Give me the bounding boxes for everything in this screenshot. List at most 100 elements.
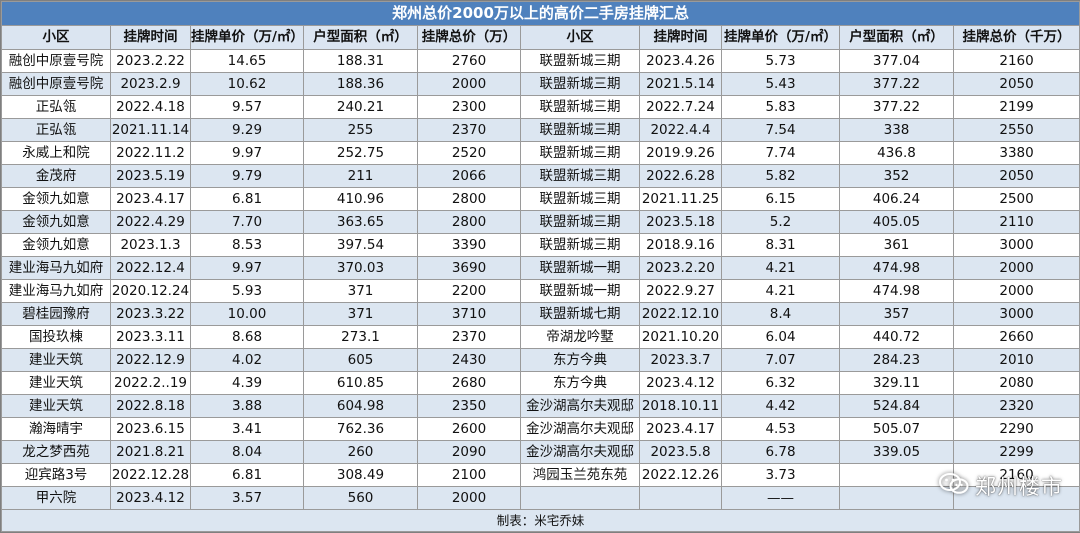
right-total-price-cell — [952, 486, 1080, 510]
header-right-total-price: 挂牌总价（千万） — [952, 25, 1080, 50]
header-left-listing-date: 挂牌时间 — [110, 25, 191, 50]
right-area-cell: 406.24 — [839, 187, 954, 211]
right-community-cell: 金沙湖高尔夫观邸 — [520, 440, 640, 464]
left-total-price-cell: 2800 — [417, 187, 521, 211]
right-total-price-cell: 3000 — [952, 302, 1080, 326]
left-community-cell: 国投玖棟 — [1, 325, 111, 349]
table-row: 迎宾路3号 2022.12.28 6.81 308.49 2100 鸿园玉兰苑东苑 2022… — [1, 463, 1080, 487]
title-row: 郑州总价2000万以上的高价二手房挂牌汇总 — [0, 1, 1080, 26]
table-row: 建业天筑 2022.12.9 4.02 605 2430 东方今典 2023.3.7 7.07… — [1, 348, 1080, 372]
right-unit-price-cell: 5.43 — [721, 72, 840, 96]
left-unit-price-cell: 7.70 — [190, 210, 304, 234]
left-listing-date-cell: 2023.6.15 — [110, 417, 191, 441]
table-row: 建业天筑 2022.8.18 3.88 604.98 2350 金沙湖高尔夫观邸 2018.… — [1, 394, 1080, 418]
right-community-cell: 联盟新城一期 — [520, 256, 640, 280]
left-listing-date-cell: 2023.2.22 — [110, 49, 191, 73]
right-community-cell: 联盟新城三期 — [520, 95, 640, 119]
left-community-cell: 金茂府 — [1, 164, 111, 188]
left-area-cell: 371 — [303, 302, 418, 326]
left-unit-price-cell: 6.81 — [190, 187, 304, 211]
table-row: 融创中原壹号院 2023.2.22 14.65 188.31 2760 联盟新城三期 202… — [1, 49, 1080, 73]
left-area-cell: 188.36 — [303, 72, 418, 96]
left-area-cell: 211 — [303, 164, 418, 188]
right-unit-price-cell: 5.2 — [721, 210, 840, 234]
right-listing-date-cell: 2019.9.26 — [639, 141, 722, 165]
table-row: 融创中原壹号院 2023.2.9 10.62 188.36 2000 联盟新城三期 2021… — [1, 72, 1080, 96]
right-unit-price-cell: 7.07 — [721, 348, 840, 372]
left-community-cell: 龙之梦西苑 — [1, 440, 111, 464]
right-community-cell: 鸿园玉兰苑东苑 — [520, 463, 640, 487]
right-community-cell: 联盟新城三期 — [520, 49, 640, 73]
right-total-price-cell: 2160 — [952, 49, 1080, 73]
left-unit-price-cell: 10.00 — [190, 302, 304, 326]
right-community-cell: 联盟新城一期 — [520, 279, 640, 303]
right-community-cell: 联盟新城三期 — [520, 141, 640, 165]
left-listing-date-cell: 2020.12.24 — [110, 279, 191, 303]
header-right-community: 小区 — [520, 25, 640, 50]
left-unit-price-cell: 3.57 — [190, 486, 304, 510]
left-listing-date-cell: 2023.3.22 — [110, 302, 191, 326]
table-row: 金领九如意 2023.1.3 8.53 397.54 3390 联盟新城三期 2018.9.… — [1, 233, 1080, 257]
table-row: 正弘瓴 2021.11.14 9.29 255 2370 联盟新城三期 2022.4.4 7.… — [1, 118, 1080, 142]
header-left-total-price: 挂牌总价（万） — [417, 25, 521, 50]
left-total-price-cell: 2520 — [417, 141, 521, 165]
left-community-cell: 建业海马九如府 — [1, 279, 111, 303]
right-total-price-cell: 2160 — [952, 463, 1080, 487]
left-total-price-cell: 2300 — [417, 95, 521, 119]
right-community-cell: 东方今典 — [520, 348, 640, 372]
right-community-cell: 金沙湖高尔夫观邸 — [520, 394, 640, 418]
left-total-price-cell: 2000 — [417, 72, 521, 96]
right-area-cell: 284.23 — [839, 348, 954, 372]
right-listing-date-cell: 2023.4.17 — [639, 417, 722, 441]
left-community-cell: 建业天筑 — [1, 348, 111, 372]
left-unit-price-cell: 4.02 — [190, 348, 304, 372]
left-community-cell: 迎宾路3号 — [1, 463, 111, 487]
table-row: 正弘瓴 2022.4.18 9.57 240.21 2300 联盟新城三期 2022.7.2… — [1, 95, 1080, 119]
right-listing-date-cell: 2021.5.14 — [639, 72, 722, 96]
left-area-cell: 363.65 — [303, 210, 418, 234]
right-total-price-cell: 2010 — [952, 348, 1080, 372]
right-total-price-cell: 2000 — [952, 256, 1080, 280]
left-total-price-cell: 2350 — [417, 394, 521, 418]
table-row: 建业海马九如府 2020.12.24 5.93 371 2200 联盟新城一期 2022.9… — [1, 279, 1080, 303]
left-total-price-cell: 3710 — [417, 302, 521, 326]
left-community-cell: 永威上和院 — [1, 141, 111, 165]
left-area-cell: 188.31 — [303, 49, 418, 73]
right-area-cell — [839, 463, 954, 487]
right-listing-date-cell — [639, 486, 722, 510]
left-listing-date-cell: 2022.4.18 — [110, 95, 191, 119]
left-total-price-cell: 2200 — [417, 279, 521, 303]
header-right-area: 户型面积（㎡） — [839, 25, 954, 50]
right-listing-date-cell: 2021.10.20 — [639, 325, 722, 349]
left-listing-date-cell: 2023.1.3 — [110, 233, 191, 257]
right-area-cell: 474.98 — [839, 256, 954, 280]
right-area-cell: 329.11 — [839, 371, 954, 395]
right-listing-date-cell: 2022.12.26 — [639, 463, 722, 487]
header-left-unit-price: 挂牌单价（万/㎡） — [190, 25, 304, 50]
left-unit-price-cell: 3.88 — [190, 394, 304, 418]
left-unit-price-cell: 9.97 — [190, 141, 304, 165]
header-right-unit-price: 挂牌单价（万/㎡） — [721, 25, 840, 50]
right-area-cell: 361 — [839, 233, 954, 257]
right-total-price-cell: 2050 — [952, 164, 1080, 188]
right-listing-date-cell: 2022.6.28 — [639, 164, 722, 188]
right-total-price-cell: 3380 — [952, 141, 1080, 165]
right-total-price-cell: 2299 — [952, 440, 1080, 464]
right-community-cell: 联盟新城三期 — [520, 164, 640, 188]
right-area-cell: 357 — [839, 302, 954, 326]
table-credit: 制表：米宅乔妹 — [0, 509, 1080, 532]
left-total-price-cell: 2800 — [417, 210, 521, 234]
left-listing-date-cell: 2022.4.29 — [110, 210, 191, 234]
right-total-price-cell: 2550 — [952, 118, 1080, 142]
left-area-cell: 605 — [303, 348, 418, 372]
left-unit-price-cell: 8.68 — [190, 325, 304, 349]
footer-row: 制表：米宅乔妹 — [0, 509, 1080, 532]
left-listing-date-cell: 2023.3.11 — [110, 325, 191, 349]
right-unit-price-cell: 8.31 — [721, 233, 840, 257]
left-total-price-cell: 2370 — [417, 118, 521, 142]
right-total-price-cell: 2080 — [952, 371, 1080, 395]
table-row: 碧桂园豫府 2023.3.22 10.00 371 3710 联盟新城七期 2022.12.… — [1, 302, 1080, 326]
left-listing-date-cell: 2021.8.21 — [110, 440, 191, 464]
right-listing-date-cell: 2023.3.7 — [639, 348, 722, 372]
left-community-cell: 金领九如意 — [1, 187, 111, 211]
